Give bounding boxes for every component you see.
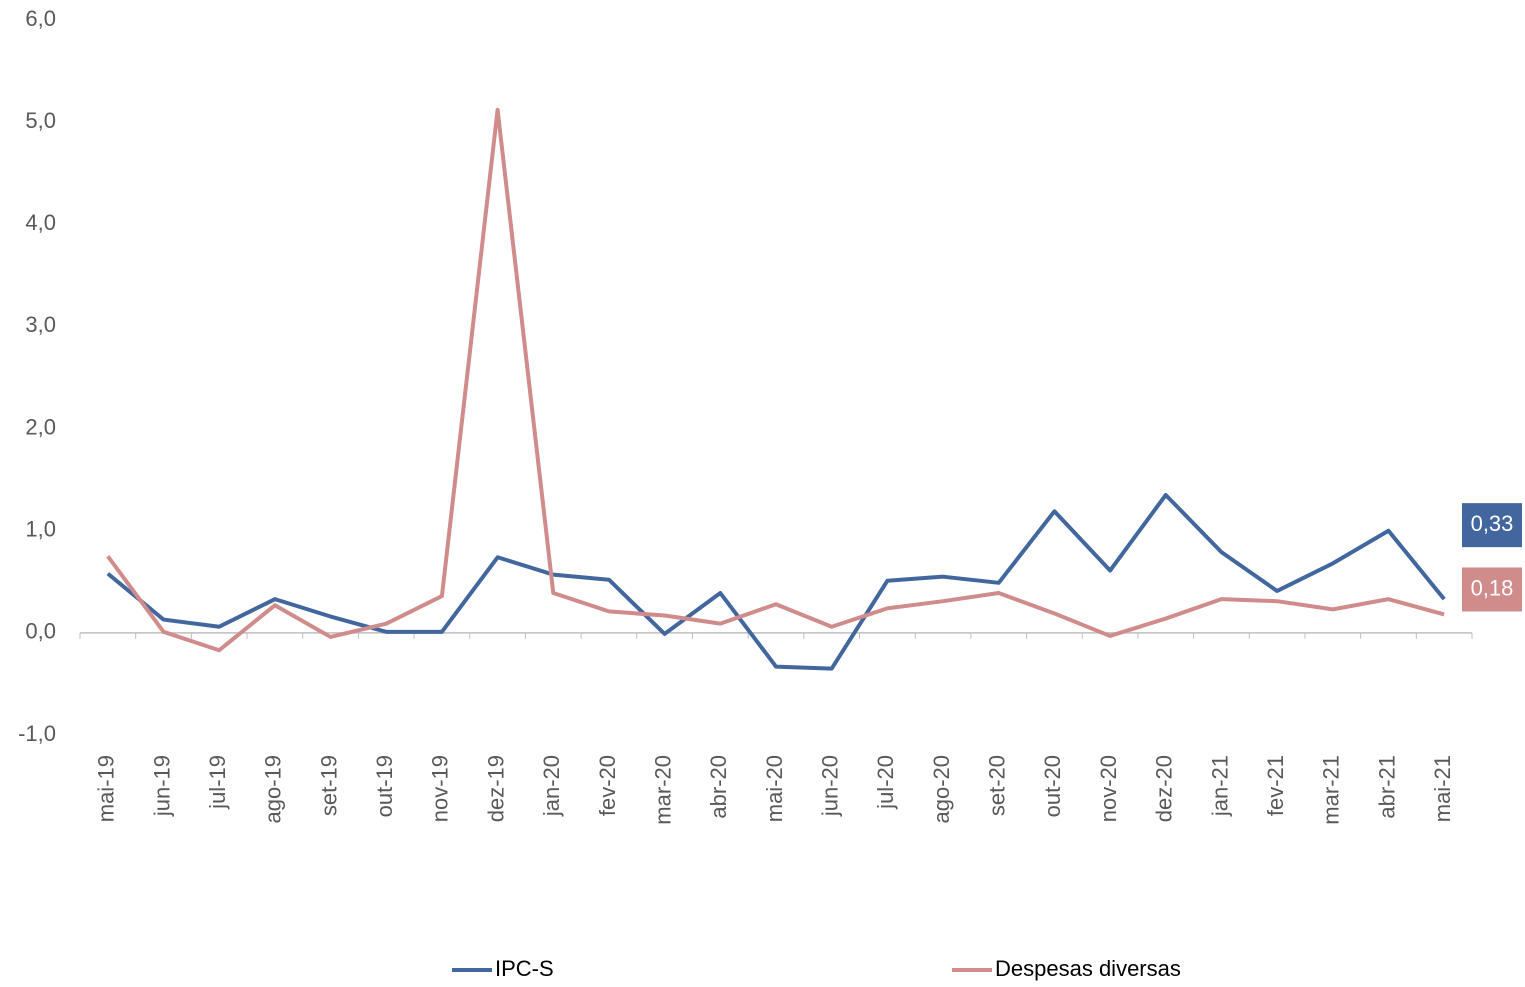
x-tick-label: jan-20: [539, 755, 564, 817]
data-label: 0,18: [1471, 575, 1514, 600]
x-tick-label: dez-19: [483, 755, 508, 822]
legend-label: IPC-S: [495, 956, 554, 981]
y-tick-label: 4,0: [25, 210, 56, 235]
x-tick-label: ago-20: [929, 755, 954, 824]
x-tick-label: mai-21: [1430, 755, 1455, 822]
x-tick-label: nov-19: [428, 755, 453, 822]
y-tick-label: 5,0: [25, 108, 56, 133]
y-tick-label: -1,0: [18, 721, 56, 746]
x-tick-label: set-19: [316, 755, 341, 816]
x-tick-label: nov-20: [1096, 755, 1121, 822]
data-label-box: [1462, 567, 1522, 612]
line-series: [106, 107, 1445, 653]
x-tick-label: mai-19: [94, 755, 119, 822]
y-tick-label: 6,0: [25, 6, 56, 31]
x-tick-label: jun-19: [149, 755, 174, 817]
legend-label: Despesas diversas: [995, 956, 1181, 981]
x-tick-label: set-20: [985, 755, 1010, 816]
x-tick-label: ago-19: [261, 755, 286, 824]
data-label: 0,33: [1471, 511, 1514, 536]
x-tick-label: fev-21: [1263, 755, 1288, 816]
x-tick-label: abr-21: [1374, 755, 1399, 819]
x-tick-label: dez-20: [1152, 755, 1177, 822]
y-tick-label: 3,0: [25, 312, 56, 337]
x-tick-label: abr-20: [706, 755, 731, 819]
x-tick-label: mar-20: [650, 755, 675, 825]
x-tick-label: jan-21: [1207, 755, 1232, 817]
x-tick-label: jun-20: [817, 755, 842, 817]
line-series: [106, 492, 1446, 671]
y-tick-label: 1,0: [25, 517, 56, 542]
x-tick-label: out-20: [1040, 755, 1065, 817]
x-tick-label: fev-20: [595, 755, 620, 816]
x-tick-label: jul-20: [873, 755, 898, 810]
x-tick-label: out-19: [372, 755, 397, 817]
y-tick-label: 2,0: [25, 414, 56, 439]
data-label-box: [1462, 503, 1522, 548]
x-tick-label: mar-21: [1319, 755, 1344, 825]
y-tick-label: 0,0: [25, 619, 56, 644]
x-tick-label: jul-19: [205, 755, 230, 810]
x-tick-label: mai-20: [762, 755, 787, 822]
